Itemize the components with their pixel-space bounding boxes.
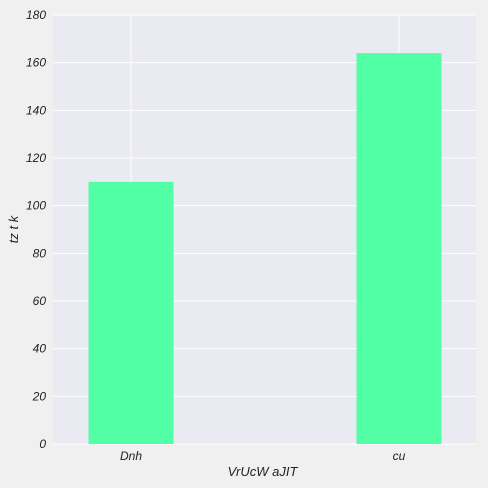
x-tick-label: cu [393, 449, 406, 463]
y-tick-label: 100 [26, 199, 46, 213]
y-tick-label: 20 [32, 389, 47, 403]
y-axis-label: tz t k [6, 214, 21, 243]
x-tick-labels: Dnh cu [120, 449, 406, 463]
bar-Dnh [88, 181, 174, 445]
y-tick-label: 40 [33, 342, 47, 356]
y-tick-label: 160 [26, 56, 46, 70]
y-tick-label: 140 [26, 103, 46, 117]
y-tick-label: 0 [39, 437, 46, 451]
x-axis-label: VrUcW aJIT [228, 464, 299, 479]
y-tick-label: 120 [26, 151, 46, 165]
bars [88, 53, 442, 445]
y-tick-label: 80 [33, 246, 47, 260]
bar-cu [356, 53, 442, 445]
y-tick-labels: 0 20 40 60 80 100 120 140 160 180 [26, 8, 46, 451]
x-tick-label: Dnh [120, 449, 142, 463]
y-tick-label: 60 [33, 294, 47, 308]
y-tick-label: 180 [26, 8, 46, 22]
